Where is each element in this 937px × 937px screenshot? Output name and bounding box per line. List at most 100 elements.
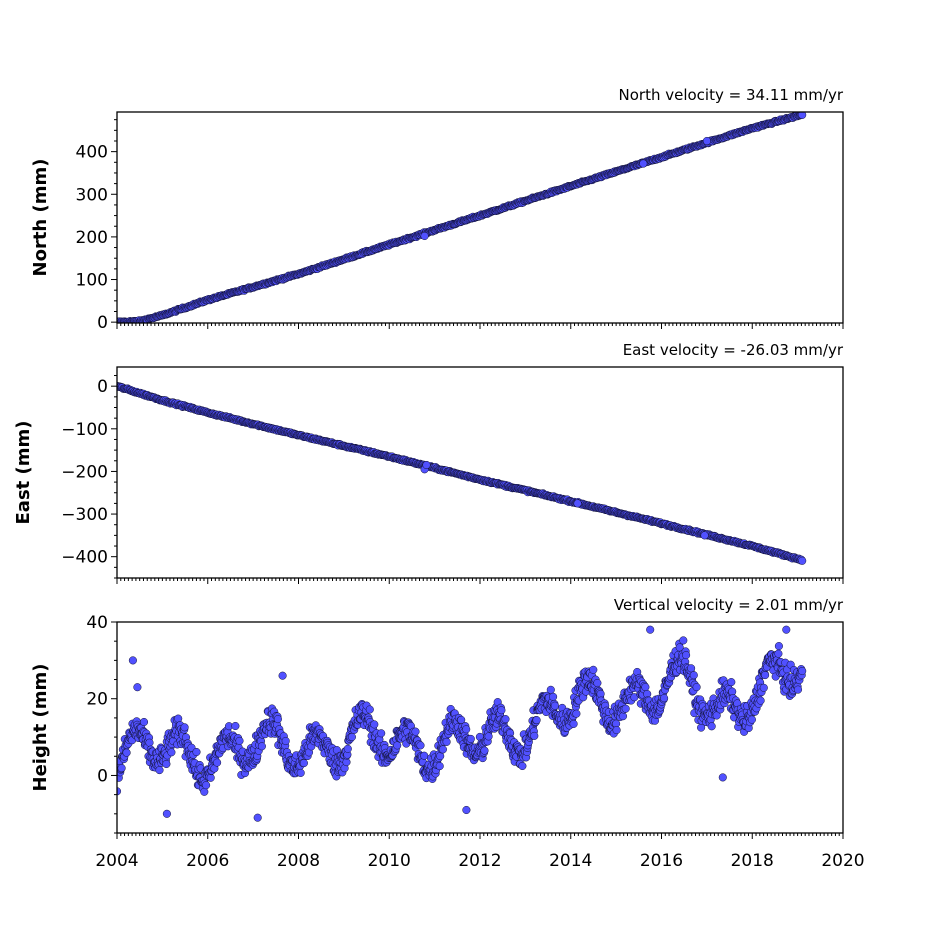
east-data-point: [798, 556, 807, 565]
north-data-point: [702, 136, 711, 146]
height-data-point: [679, 636, 688, 645]
north-data-point: [639, 159, 648, 168]
east-y-tick-label: −300: [61, 505, 108, 525]
height-data-point: [569, 719, 578, 728]
height-data-point: [162, 809, 171, 818]
height-data-point: [296, 768, 305, 777]
height-data-point: [549, 692, 558, 701]
height-data-point: [257, 742, 266, 751]
height-data-point: [782, 625, 791, 634]
height-data-point: [480, 746, 489, 755]
height-data-point: [692, 683, 701, 692]
height-data-point: [484, 732, 493, 741]
x-tick-label: 2018: [731, 851, 774, 871]
height-data-point: [641, 683, 650, 692]
north-velocity-title: North velocity = 34.11 mm/yr: [619, 86, 844, 104]
x-tick-label: 2004: [95, 851, 138, 871]
height-data-point: [747, 715, 756, 724]
height-velocity-title: Vertical velocity = 2.01 mm/yr: [614, 596, 844, 614]
x-tick-label: 2010: [368, 851, 411, 871]
height-data-point: [462, 805, 471, 815]
east-data-points: [117, 382, 807, 565]
height-data-point: [162, 759, 171, 769]
height-data-point: [756, 696, 765, 705]
height-data-point: [393, 741, 402, 750]
east-panel: East velocity = -26.03 mm/yr East (mm) 0 −1…: [13, 341, 844, 584]
height-data-point: [281, 736, 290, 746]
height-data-point: [618, 712, 628, 721]
height-data-point: [589, 665, 598, 674]
height-data-point: [192, 747, 201, 757]
height-data-point: [660, 694, 669, 703]
east-y-tick-label: −200: [61, 462, 108, 482]
height-data-point: [235, 736, 244, 745]
height-data-point: [139, 717, 149, 727]
height-data-point: [798, 666, 807, 676]
height-data-point: [621, 704, 630, 713]
east-y-tick-label: 0: [97, 377, 108, 397]
height-data-point: [596, 689, 605, 698]
height-data-point: [122, 748, 131, 757]
height-data-point: [411, 727, 420, 736]
height-data-point: [718, 773, 727, 782]
height-data-point: [213, 758, 222, 767]
height-data-point: [117, 764, 126, 773]
north-data-point: [798, 112, 807, 119]
height-data-point: [133, 683, 142, 692]
height-data-point: [299, 759, 308, 768]
height-data-point: [343, 744, 352, 753]
height-data-point: [117, 787, 122, 796]
height-y-tick-label: 40: [86, 613, 108, 633]
east-data-point: [422, 460, 431, 470]
east-data-point: [700, 531, 709, 540]
height-data-point: [727, 678, 736, 687]
height-data-point: [231, 721, 240, 731]
east-y-tick-label: −100: [61, 420, 108, 440]
height-data-point: [612, 726, 621, 735]
height-data-point: [278, 671, 287, 680]
height-data-point: [180, 723, 189, 732]
height-data-point: [416, 741, 425, 750]
height-data-point: [435, 762, 444, 771]
height-data-point: [530, 731, 539, 740]
north-y-tick-label: 400: [76, 143, 108, 163]
height-data-point: [682, 651, 691, 660]
height-data-point: [155, 766, 164, 775]
height-data-point: [420, 751, 429, 760]
east-y-axis-label: East (mm): [13, 421, 34, 525]
x-tick-label: 2006: [186, 851, 229, 871]
height-data-point: [793, 685, 803, 694]
height-data-point: [206, 773, 215, 782]
height-data-point: [550, 701, 559, 710]
height-data-point: [462, 725, 471, 734]
height-data-point: [774, 649, 783, 658]
north-panel: North velocity = 34.11 mm/yr North (mm) 0 1…: [30, 86, 844, 333]
height-data-point: [518, 761, 527, 771]
height-data-point: [759, 683, 768, 692]
height-data-point: [347, 732, 356, 742]
east-velocity-title: East velocity = -26.03 mm/yr: [623, 341, 844, 359]
height-data-point: [761, 671, 770, 680]
x-tick-label: 2008: [277, 851, 320, 871]
north-data-point: [420, 231, 429, 241]
north-y-tick-label: 0: [97, 313, 108, 333]
height-data-point: [687, 664, 696, 673]
height-data-point: [675, 643, 684, 652]
north-data-points: [117, 112, 807, 323]
height-data-point: [442, 737, 451, 746]
height-data-point: [689, 671, 698, 680]
east-data-point: [573, 499, 582, 508]
height-data-point: [774, 642, 783, 651]
height-data-point: [365, 705, 374, 714]
height-data-point: [273, 715, 282, 724]
height-data-point: [438, 745, 447, 754]
height-y-tick-label: 0: [97, 766, 108, 786]
height-y-axis-label: Height (mm): [30, 664, 51, 792]
height-data-point: [377, 729, 386, 738]
north-y-tick-label: 300: [76, 185, 108, 205]
height-panel: Vertical velocity = 2.01 mm/yr Height (mm…: [30, 596, 865, 871]
height-data-point: [593, 678, 602, 688]
height-data-point: [167, 748, 176, 757]
height-data-point: [145, 738, 154, 747]
north-y-axis-label: North (mm): [30, 159, 51, 277]
